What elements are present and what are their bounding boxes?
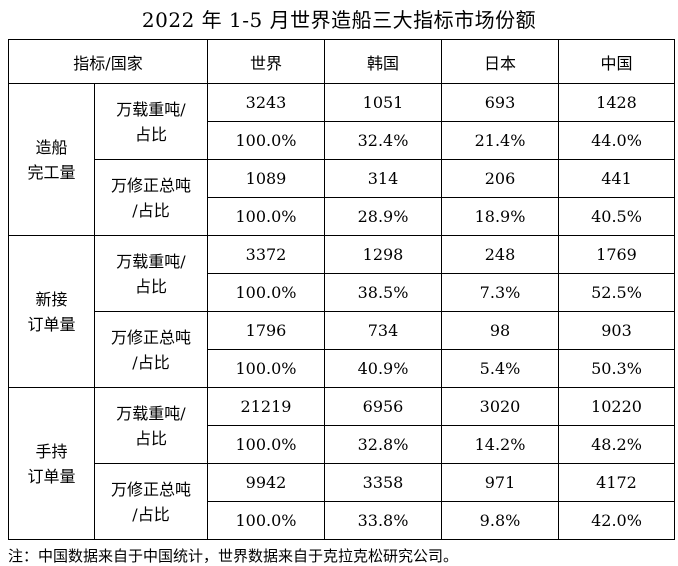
value-cell: 3372 xyxy=(207,235,325,274)
group-label-orderbook: 手持 订单量 xyxy=(8,387,95,540)
corner-header: 指标/国家 xyxy=(8,39,208,84)
column-header-japan: 日本 xyxy=(441,39,559,84)
value-cell: 3358 xyxy=(324,463,442,502)
share-cell: 28.9% xyxy=(324,197,442,236)
value-cell: 21219 xyxy=(207,387,325,426)
share-cell: 5.4% xyxy=(441,349,559,388)
share-cell: 18.9% xyxy=(441,197,559,236)
value-cell: 1298 xyxy=(324,235,442,274)
column-header-china: 中国 xyxy=(558,39,675,84)
share-cell: 21.4% xyxy=(441,121,559,160)
shipbuilding-share-table: 指标/国家 世界 韩国 日本 中国 造船 完工量 万载重吨/ 占比 3243 1… xyxy=(8,39,675,540)
value-cell: 734 xyxy=(324,311,442,350)
share-cell: 40.9% xyxy=(324,349,442,388)
metric-label-dwt: 万载重吨/ 占比 xyxy=(94,83,208,160)
value-cell: 1428 xyxy=(558,83,675,122)
table-row: 万修正总吨 /占比 1089 314 206 441 xyxy=(9,159,675,236)
share-cell: 32.4% xyxy=(324,121,442,160)
value-cell: 314 xyxy=(324,159,442,198)
value-cell: 98 xyxy=(441,311,559,350)
share-cell: 52.5% xyxy=(558,273,675,312)
metric-label-dwt: 万载重吨/ 占比 xyxy=(94,235,208,312)
value-cell: 10220 xyxy=(558,387,675,426)
value-cell: 206 xyxy=(441,159,559,198)
table-title: 2022 年 1-5 月世界造船三大指标市场份额 xyxy=(141,8,537,32)
share-cell: 40.5% xyxy=(558,197,675,236)
value-cell: 9942 xyxy=(207,463,325,502)
value-cell: 1796 xyxy=(207,311,325,350)
value-cell: 971 xyxy=(441,463,559,502)
metric-label-dwt: 万载重吨/ 占比 xyxy=(94,387,208,464)
share-cell: 100.0% xyxy=(207,501,325,540)
value-cell: 1051 xyxy=(324,83,442,122)
share-cell: 100.0% xyxy=(207,425,325,464)
share-cell: 38.5% xyxy=(324,273,442,312)
share-cell: 48.2% xyxy=(558,425,675,464)
group-label-new-orders: 新接 订单量 xyxy=(8,235,95,388)
header-row: 指标/国家 世界 韩国 日本 中国 xyxy=(8,39,675,84)
metric-label-cgt: 万修正总吨 /占比 xyxy=(94,463,208,540)
table-row: 万修正总吨 /占比 9942 3358 971 4172 xyxy=(9,463,675,540)
metric-label-cgt: 万修正总吨 /占比 xyxy=(94,311,208,388)
table-row: 100.0% 33.8% 9.8% 42.0% xyxy=(9,501,675,540)
column-header-korea: 韩国 xyxy=(324,39,442,84)
table-row: 100.0% 38.5% 7.3% 52.5% xyxy=(9,273,675,312)
value-cell: 1089 xyxy=(207,159,325,198)
table-row: 手持 订单量 万载重吨/ 占比 21219 6956 3020 10220 xyxy=(8,387,675,540)
share-cell: 100.0% xyxy=(207,121,325,160)
value-cell: 248 xyxy=(441,235,559,274)
value-cell: 3243 xyxy=(207,83,325,122)
value-cell: 1769 xyxy=(558,235,675,274)
share-cell: 7.3% xyxy=(441,273,559,312)
share-cell: 14.2% xyxy=(441,425,559,464)
share-cell: 50.3% xyxy=(558,349,675,388)
share-cell: 100.0% xyxy=(207,273,325,312)
table-row: 100.0% 32.4% 21.4% 44.0% xyxy=(9,121,675,160)
source-note: 注：中国数据来自于中国统计，世界数据来自于克拉克松研究公司。 xyxy=(8,547,459,565)
share-cell: 9.8% xyxy=(441,501,559,540)
share-cell: 33.8% xyxy=(324,501,442,540)
share-cell: 44.0% xyxy=(558,121,675,160)
share-cell: 32.8% xyxy=(324,425,442,464)
value-cell: 3020 xyxy=(441,387,559,426)
group-label-completions: 造船 完工量 xyxy=(8,83,95,236)
metric-label-cgt: 万修正总吨 /占比 xyxy=(94,159,208,236)
table-row: 造船 完工量 万载重吨/ 占比 3243 1051 693 1428 xyxy=(8,83,675,236)
table-row: 万修正总吨 /占比 1796 734 98 903 xyxy=(9,311,675,388)
share-cell: 42.0% xyxy=(558,501,675,540)
column-header-world: 世界 xyxy=(207,39,325,84)
value-cell: 4172 xyxy=(558,463,675,502)
share-cell: 100.0% xyxy=(207,197,325,236)
table-row: 100.0% 32.8% 14.2% 48.2% xyxy=(9,425,675,464)
value-cell: 6956 xyxy=(324,387,442,426)
share-cell: 100.0% xyxy=(207,349,325,388)
value-cell: 441 xyxy=(558,159,675,198)
table-row: 新接 订单量 万载重吨/ 占比 3372 1298 248 1769 xyxy=(8,235,675,388)
table-row: 100.0% 28.9% 18.9% 40.5% xyxy=(9,197,675,236)
value-cell: 693 xyxy=(441,83,559,122)
table-row: 100.0% 40.9% 5.4% 50.3% xyxy=(9,349,675,388)
value-cell: 903 xyxy=(558,311,675,350)
